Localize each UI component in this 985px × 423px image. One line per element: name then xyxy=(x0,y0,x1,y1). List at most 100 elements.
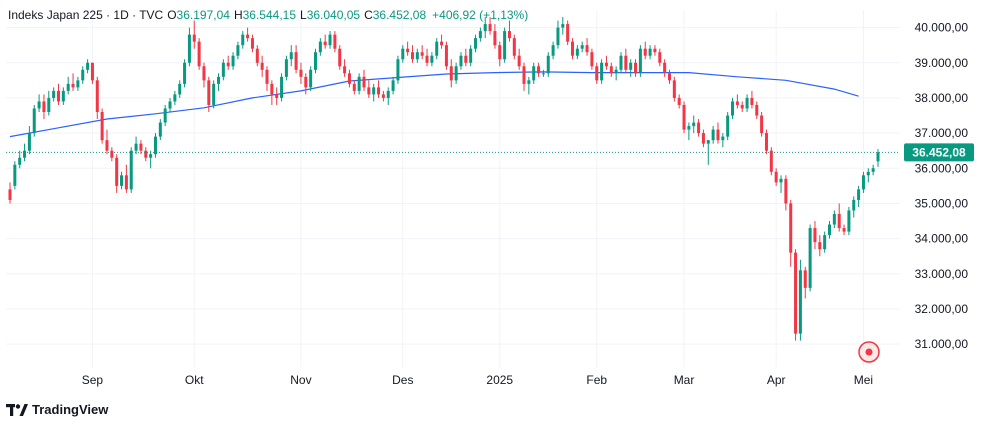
candle xyxy=(745,94,749,112)
candle-body xyxy=(735,101,739,105)
candle xyxy=(721,133,725,148)
candle-body xyxy=(595,66,599,81)
candle xyxy=(260,55,264,77)
candle xyxy=(299,62,303,84)
close-label: C xyxy=(364,8,373,22)
candle-body xyxy=(784,178,788,204)
candle xyxy=(120,171,124,190)
candle-body xyxy=(95,80,99,112)
symbol-title[interactable]: Indeks Japan 225 · 1D · TVC xyxy=(8,8,164,22)
candle-body xyxy=(590,52,594,67)
candle-body xyxy=(721,136,725,141)
candle-body xyxy=(638,48,642,74)
candle xyxy=(677,94,681,109)
candle-body xyxy=(551,45,555,56)
candle-body xyxy=(149,154,153,158)
candle-body xyxy=(129,150,133,190)
candle-body xyxy=(813,228,817,243)
candle xyxy=(37,94,41,112)
candle-body xyxy=(687,126,691,130)
candle xyxy=(667,69,671,84)
candle xyxy=(86,59,90,74)
candle-body xyxy=(435,41,439,56)
candle xyxy=(178,80,182,98)
candle xyxy=(648,45,652,60)
candle-body xyxy=(430,55,434,63)
candle-body xyxy=(338,48,342,67)
candle-body xyxy=(658,52,662,63)
y-axis[interactable]: 40.000,00 39.000,00 38.000,00 37.000,00 36.0… xyxy=(915,21,969,352)
candle xyxy=(532,62,536,84)
candle xyxy=(66,76,70,95)
candle-body xyxy=(100,112,104,141)
candle xyxy=(663,59,667,77)
candle xyxy=(265,66,269,91)
candle xyxy=(459,52,463,70)
candle xyxy=(246,27,250,42)
candle-body xyxy=(483,24,487,32)
candle-body xyxy=(454,66,458,81)
candle xyxy=(401,45,405,63)
candle-body xyxy=(42,101,46,112)
candle xyxy=(212,80,216,109)
x-axis[interactable]: Sep Okt Nov Des 2025 Feb Mar Apr Mei xyxy=(82,373,873,387)
candle xyxy=(71,73,75,91)
candle xyxy=(270,80,274,105)
x-tick-label: Feb xyxy=(586,373,607,387)
candle xyxy=(561,17,565,35)
candle xyxy=(692,115,696,134)
x-tick-label: Des xyxy=(392,373,413,387)
y-tick-label: 37.000,00 xyxy=(915,126,969,140)
candle xyxy=(410,45,414,63)
candle-body xyxy=(61,90,65,102)
candle xyxy=(682,101,686,134)
candle xyxy=(13,161,17,190)
candle-body xyxy=(217,76,221,84)
candle xyxy=(755,101,759,120)
live-indicator-icon[interactable] xyxy=(858,341,880,363)
candle-body xyxy=(541,73,545,75)
candle-body xyxy=(183,62,187,84)
candle-body xyxy=(367,87,371,95)
candle xyxy=(187,27,191,67)
y-tick-label: 31.000,00 xyxy=(915,337,969,351)
tradingview-brand[interactable]: TradingView xyxy=(6,402,108,417)
candle-body xyxy=(56,90,60,102)
candle-body xyxy=(507,31,511,39)
candle xyxy=(90,62,94,84)
candle xyxy=(110,147,114,162)
candle xyxy=(236,41,240,60)
candle xyxy=(614,66,618,81)
candle xyxy=(638,45,642,77)
candle-body xyxy=(415,52,419,60)
candle xyxy=(818,235,822,257)
candle-body xyxy=(866,171,870,176)
candle-body xyxy=(158,122,162,137)
low-value: 36.040,05 xyxy=(306,8,361,22)
candle xyxy=(18,150,22,169)
candle-body xyxy=(740,104,744,109)
candle xyxy=(168,97,172,112)
candle xyxy=(129,147,133,193)
candle-body xyxy=(648,48,652,56)
x-tick-label: Mei xyxy=(854,373,873,387)
candle xyxy=(629,59,633,77)
candle-body xyxy=(357,76,361,91)
candle-body xyxy=(192,34,196,42)
candle-body xyxy=(711,129,715,141)
candle xyxy=(672,76,676,102)
candle xyxy=(789,199,793,267)
candle xyxy=(609,62,613,77)
candle-body xyxy=(517,55,521,67)
candle-body xyxy=(410,52,414,60)
candle xyxy=(517,48,521,70)
candle xyxy=(546,52,550,77)
candle xyxy=(435,38,439,60)
x-tick-label: Sep xyxy=(82,373,104,387)
candle-body xyxy=(653,48,657,53)
candle xyxy=(163,104,167,127)
x-tick-label: Mar xyxy=(674,373,695,387)
candle-body xyxy=(309,69,313,88)
